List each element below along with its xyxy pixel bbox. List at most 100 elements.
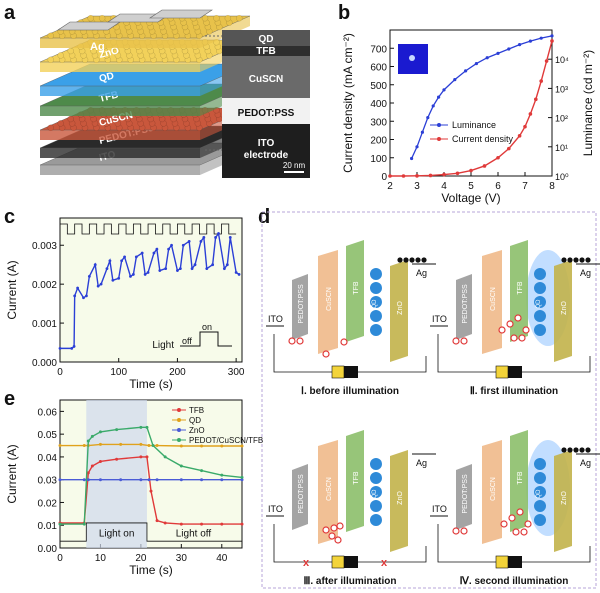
current-point — [178, 267, 182, 270]
x-tick-label: 20 — [135, 553, 147, 564]
diagram-3-qd-dot — [370, 500, 382, 512]
series-2-point — [240, 478, 244, 482]
tem-label-cuscn: CuSCN — [249, 74, 283, 85]
diagram-4-layer-label-2: TFB — [517, 471, 524, 485]
y2-tick-label: 10⁴ — [555, 55, 569, 65]
diagram-1-battery-pos — [331, 365, 345, 379]
diagram-4-caption: Ⅳ. second illumination — [460, 576, 569, 587]
diagram-3-layer-label-0: PEDOT:PSS — [298, 474, 305, 514]
diagram-2-electron — [573, 257, 579, 263]
diagram-4-electron — [567, 447, 573, 453]
luminance-point — [420, 130, 424, 134]
diagram-2-layer-label-1: CuSCN — [490, 287, 497, 311]
diagram-2-layer-label-3: ZnO — [561, 301, 568, 315]
current-point — [70, 346, 74, 350]
diagram-2-layer-3 — [554, 260, 572, 362]
ag-electrode-2 — [149, 9, 213, 19]
diagram-4-qd-dot — [534, 472, 546, 484]
diagram-1-layer-label-3: ZnO — [397, 301, 404, 315]
current-point — [146, 271, 150, 274]
diagram-3-layer-0 — [292, 464, 308, 530]
diagram-2-electron — [561, 257, 567, 263]
current-point — [72, 345, 76, 348]
series-1-point — [139, 442, 143, 446]
diagram-2-battery-pos — [495, 365, 509, 379]
legend-label-1: QD — [189, 416, 201, 425]
current-density-point — [517, 134, 522, 138]
series-3-point — [82, 522, 86, 526]
particle — [213, 15, 220, 22]
panel-letter-e: e — [4, 388, 16, 410]
diagram-3-qd-dot — [370, 514, 382, 526]
diagram-1-electron — [403, 257, 409, 263]
series-1-point — [240, 444, 244, 448]
legend-marker-current — [437, 137, 441, 141]
diagram-3-hole — [336, 522, 344, 530]
legend-marker-3 — [177, 438, 181, 442]
diagram-2-hole — [518, 334, 526, 342]
legend-marker-1 — [177, 418, 181, 422]
current-point — [105, 267, 109, 270]
series-1-point — [155, 444, 159, 448]
y-tick-label: 0.06 — [38, 407, 58, 418]
current-point — [193, 263, 197, 267]
current-point — [85, 294, 88, 298]
y-tick-label: 0.03 — [38, 476, 58, 487]
y-tick-label: 0.00 — [38, 544, 58, 555]
particle — [47, 56, 54, 63]
particle — [47, 124, 54, 132]
diagram-3-ag-label: Ag — [416, 458, 427, 468]
diagram-2-qd-dot — [534, 282, 546, 294]
series-0-point — [179, 522, 183, 526]
current-point — [214, 236, 217, 239]
tem-pedot-band — [222, 98, 310, 124]
diagram-1-layer-1 — [318, 250, 338, 354]
current-point — [134, 255, 138, 259]
diagram-1-layer-3 — [390, 260, 408, 362]
series-1-point — [58, 444, 62, 448]
diagram-2-ag-label: Ag — [580, 268, 591, 278]
current-point — [190, 267, 194, 270]
panel-e-chart: 0 10 20 30 40 0.00 0.01 0.02 0.03 0.04 0.05 0.06 Lig… — [5, 399, 263, 577]
diagram-4-hole — [460, 527, 468, 535]
y-tick-label: 0.04 — [38, 453, 58, 464]
light-on-label: Light on — [99, 529, 135, 540]
x-tick-label: 5 — [468, 181, 474, 192]
current-point — [187, 239, 191, 243]
diagram-3-qd-dot — [370, 472, 382, 484]
layer-label-4: QD — [98, 71, 115, 85]
series-3-point — [139, 425, 143, 429]
luminance-point — [539, 36, 543, 40]
x-tick-label: 40 — [216, 553, 228, 564]
diagram-1-qd-dot — [370, 310, 382, 322]
series-3-point — [58, 522, 62, 526]
panel-c-chart: 0 100 200 300 0.000 0.001 0.002 0.003 Time (s) Cu… — [5, 217, 245, 391]
diagram-2-layer-0 — [456, 274, 472, 340]
y2-axis-label: Luminance (cd m⁻²) — [581, 50, 595, 156]
diagram-3-layer-label-2: TFB — [353, 471, 360, 485]
layer-front-6 — [40, 38, 200, 48]
current-point — [237, 273, 241, 276]
series-3-point — [145, 425, 149, 429]
diagram-4-qd-dot — [534, 514, 546, 526]
current-point — [120, 259, 124, 263]
series-2-point — [86, 478, 90, 482]
x-tick-label: 3 — [414, 181, 420, 192]
light-off-label: Light off — [176, 529, 212, 540]
diagram-1-layer-label-2: TFB — [353, 281, 360, 295]
diagram-1-caption: Ⅰ. before illumination — [301, 386, 399, 397]
diagram-2-layer-label-2: TFB — [517, 281, 524, 295]
panel-a-device-stack: ITOPEDOT:PSSCuSCNTFBQDZnOAgQDTFBCuSCNPED… — [39, 9, 310, 178]
diagram-3-ito-label: ITO — [268, 504, 283, 514]
panel-letter-b: b — [338, 2, 351, 24]
y2-tick-label: 10³ — [555, 84, 568, 94]
diagram-1-qd-dot — [370, 282, 382, 294]
x-tick-label: 0 — [57, 367, 63, 378]
tem-qd-band — [222, 30, 310, 46]
diagram-1-layer-2 — [346, 240, 364, 342]
light-step — [60, 522, 242, 542]
legend-label-luminance: Luminance — [452, 120, 496, 130]
current-point — [155, 247, 159, 251]
tem-ito-band — [222, 124, 310, 178]
particle — [98, 15, 106, 22]
